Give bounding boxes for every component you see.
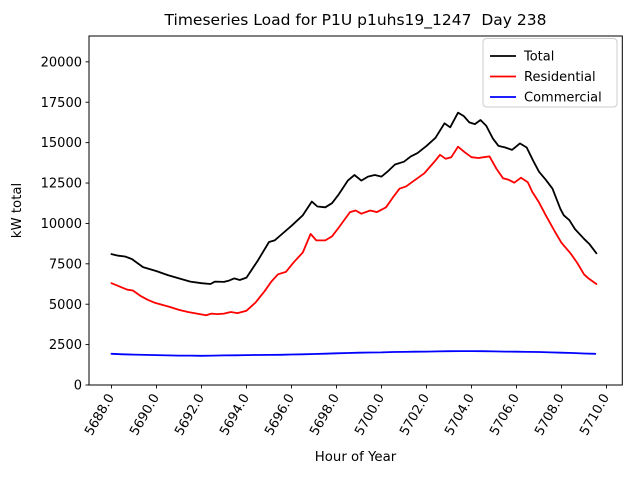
legend-label-commercial: Commercial xyxy=(524,91,602,106)
y-tick-label: 20000 xyxy=(41,55,82,70)
y-tick-label: 17500 xyxy=(41,96,82,111)
y-tick-label: 2500 xyxy=(49,338,82,353)
legend-label-residential: Residential xyxy=(524,70,596,85)
series-line-commercial xyxy=(110,350,597,357)
series-lines xyxy=(110,111,598,357)
legend-label-total: Total xyxy=(523,50,554,65)
y-tick-label: 5000 xyxy=(49,298,82,313)
series-line-total xyxy=(110,111,598,285)
y-tick-label: 10000 xyxy=(41,217,82,232)
legend: Total Residential Commercial xyxy=(482,38,618,108)
y-tick-label: 15000 xyxy=(41,136,82,151)
series-line-residential xyxy=(110,145,598,317)
y-tick-label: 7500 xyxy=(49,257,82,272)
plot-area-border xyxy=(88,35,623,386)
chart-title: Timeseries Load for P1U p1uhs19_1247 Day… xyxy=(164,11,547,30)
legend-box xyxy=(482,38,618,108)
y-tick-label: 12500 xyxy=(41,177,82,192)
y-axis-label: kW total xyxy=(10,183,25,238)
x-axis-label: Hour of Year xyxy=(315,450,397,465)
y-tick-label: 0 xyxy=(74,379,82,394)
